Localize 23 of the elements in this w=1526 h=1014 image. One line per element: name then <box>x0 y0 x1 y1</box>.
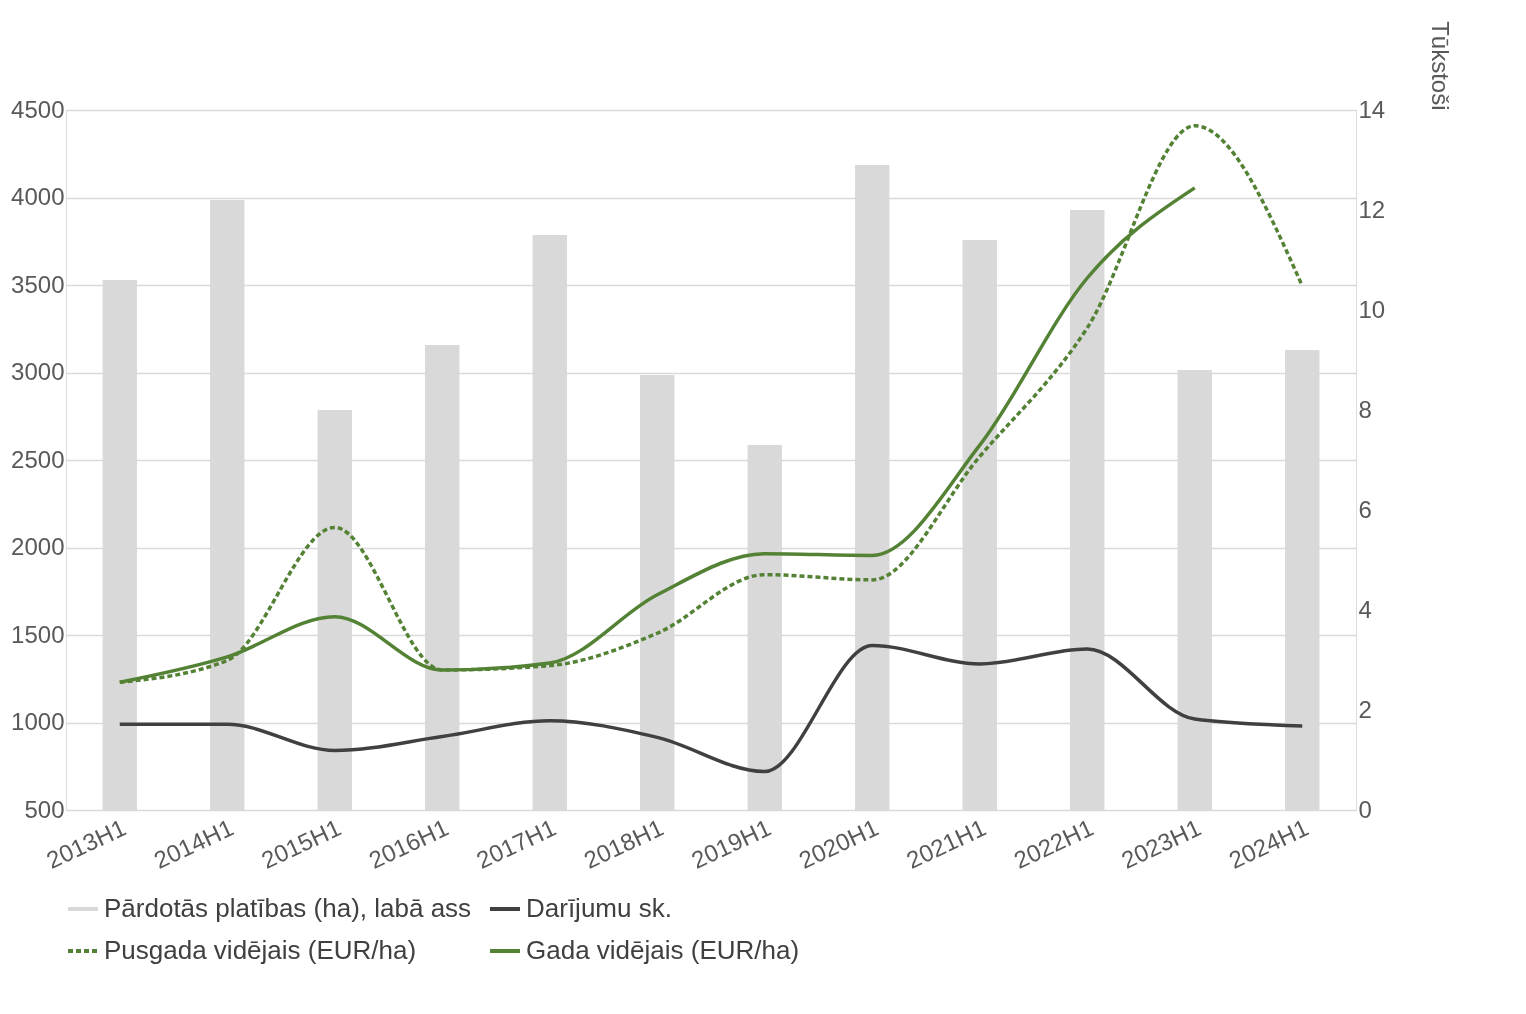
y-tick-label: 3500 <box>11 270 65 298</box>
legend-label: Pārdotās platības (ha), labā ass <box>104 893 472 923</box>
y-tick-label: 4500 <box>11 95 65 123</box>
y2-tick-label: 10 <box>1358 295 1386 323</box>
legend-label: Gada vidējais (EUR/ha) <box>526 935 800 965</box>
y-tick-label: 4000 <box>11 183 65 210</box>
y2-tick-label: 12 <box>1358 195 1386 223</box>
line-series <box>118 643 1304 774</box>
y-tick-label: 1500 <box>11 620 65 648</box>
y-tick-label: 1000 <box>11 708 65 735</box>
y2-tick-label: 14 <box>1358 95 1386 123</box>
y2-axis-title: Tūkstoši <box>1426 21 1454 111</box>
y-tick-label: 2500 <box>11 445 65 473</box>
legend-label: Pusgada vidējais (EUR/ha) <box>104 935 417 965</box>
y2-tick-label: 4 <box>1358 595 1372 623</box>
y2-tick-label: 8 <box>1358 395 1372 423</box>
y2-tick-label: 6 <box>1358 495 1372 523</box>
y2-tick-label: 0 <box>1358 795 1372 823</box>
y2-tick-label: 2 <box>1358 695 1372 723</box>
y-tick-label: 3000 <box>11 358 65 385</box>
y-tick-label: 2000 <box>11 533 65 560</box>
legend-label: Darījumu sk. <box>526 893 672 923</box>
y-tick-label: 500 <box>24 795 65 823</box>
